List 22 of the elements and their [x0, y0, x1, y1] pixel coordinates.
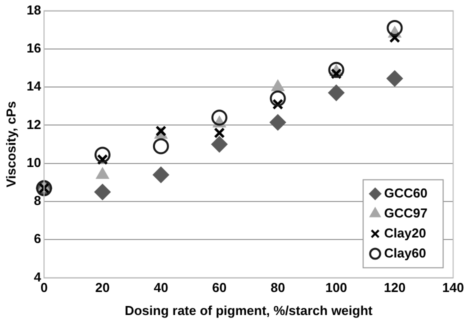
- legend-label: Clay20: [384, 225, 426, 240]
- x-tick-label: 80: [270, 280, 286, 296]
- x-tick-label: 0: [40, 280, 48, 296]
- legend-label: GCC60: [384, 185, 428, 200]
- y-tick-label: 14: [26, 78, 42, 94]
- x-tick-label: 60: [212, 280, 227, 296]
- y-tick-label: 16: [26, 40, 42, 56]
- y-tick-label: 12: [26, 116, 42, 132]
- x-tick-label: 40: [154, 280, 168, 296]
- y-tick-label: 18: [26, 2, 42, 18]
- legend-label: Clay60: [384, 245, 426, 260]
- x-tick-label: 120: [384, 280, 406, 296]
- y-tick-label: 8: [34, 193, 42, 208]
- y-tick-label: 10: [26, 154, 42, 170]
- y-axis-title: Viscosity, cPs: [3, 101, 18, 188]
- x-tick-label: 140: [442, 280, 464, 296]
- x-axis-title: Dosing rate of pigment, %/starch weight: [124, 302, 374, 318]
- legend-label: GCC97: [384, 205, 428, 220]
- x-tick-label: 20: [95, 280, 110, 296]
- x-tick-label: 100: [325, 280, 348, 296]
- y-tick-label: 6: [34, 231, 42, 246]
- y-tick-label: 4: [34, 269, 42, 284]
